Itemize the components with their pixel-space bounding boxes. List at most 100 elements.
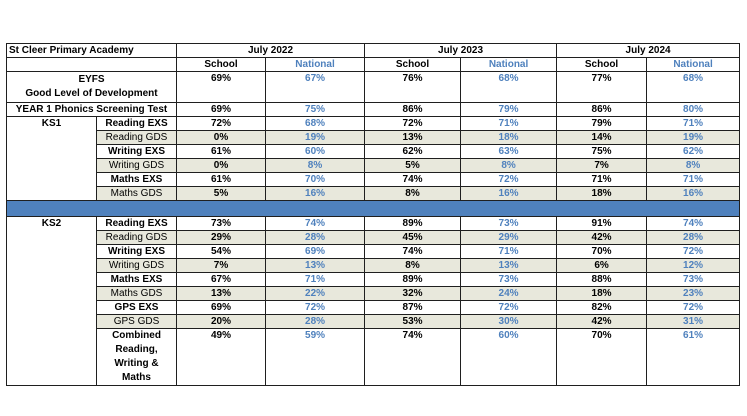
value-cell: 86% (364, 102, 462, 117)
national-header: National (460, 57, 558, 72)
value-cell: 72% (364, 116, 462, 131)
value-cell: 29% (460, 230, 558, 245)
table-row: Maths EXS 61% 70% 74% 72% 71% 71% (7, 172, 741, 187)
value-cell: 74% (265, 216, 366, 231)
value-cell: 69% (176, 300, 267, 315)
value-cell: 18% (556, 186, 648, 201)
value-cell: 73% (460, 272, 558, 287)
table-row: Maths GDS 13% 22% 32% 24% 18% 23% (7, 286, 741, 301)
value-cell: 63% (460, 144, 558, 159)
value-cell: 45% (364, 230, 462, 245)
value-cell: 70% (265, 172, 366, 187)
value-cell: 54% (176, 244, 267, 259)
blank-header-cell (5, 57, 178, 72)
value-cell: 61% (176, 172, 267, 187)
year-2022: July 2022 (176, 43, 366, 58)
value-cell: 18% (556, 286, 648, 301)
value-cell: 74% (364, 244, 462, 259)
value-cell: 72% (646, 244, 741, 259)
eyfs-title: EYFS (78, 74, 105, 85)
value-cell: 0% (176, 130, 267, 145)
stage-label: KS1 (6, 116, 97, 201)
combined-row: Combined Reading, Writing & Maths 49% 59% 7… (7, 328, 741, 386)
national-header: National (646, 57, 741, 72)
value-cell: 42% (556, 314, 648, 329)
value-cell: 12% (646, 258, 741, 273)
table-row: Maths EXS 67% 71% 89% 73% 88% 73% (7, 272, 741, 287)
value-cell: 13% (176, 286, 267, 301)
value-cell: 72% (646, 300, 741, 315)
value-cell: 74% (364, 172, 462, 187)
value-cell: 29% (176, 230, 267, 245)
table-row: GPS EXS 69% 72% 87% 72% 82% 72% (7, 300, 741, 315)
value-cell: 0% (176, 158, 267, 173)
separator-bar (5, 200, 741, 217)
measure-label: GPS EXS (95, 300, 178, 315)
year-2023: July 2023 (364, 43, 558, 58)
value-cell: 62% (364, 144, 462, 159)
value-cell: 72% (265, 300, 366, 315)
value-cell: 73% (646, 272, 741, 287)
value-cell: 80% (646, 102, 741, 117)
value-cell: 68% (265, 116, 366, 131)
value-cell: 13% (460, 258, 558, 273)
value-cell: 6% (556, 258, 648, 273)
measure-label: Reading EXS (95, 116, 178, 131)
results-table: St Cleer Primary Academy July 2022 July … (5, 43, 741, 386)
value-cell: 88% (556, 272, 648, 287)
value-cell: 24% (460, 286, 558, 301)
value-cell: 30% (460, 314, 558, 329)
phonics-row: YEAR 1 Phonics Screening Test 69% 75% 86… (5, 102, 741, 117)
table-row: KS1 Reading EXS 72% 68% 72% 71% 79% 71% (6, 116, 741, 201)
measure-label: Reading GDS (95, 130, 178, 145)
value-cell: 73% (176, 216, 267, 231)
combined-label: Combined Reading, Writing & Maths (95, 328, 178, 386)
value-cell: 79% (556, 116, 648, 131)
phonics-label: YEAR 1 Phonics Screening Test (5, 102, 178, 117)
separator-row (5, 200, 741, 217)
value-cell: 8% (364, 258, 462, 273)
eyfs-subtitle: Good Level of Development (25, 88, 158, 99)
value-cell: 5% (176, 186, 267, 201)
value-cell: 68% (460, 71, 558, 103)
value-cell: 67% (265, 71, 366, 103)
value-cell: 19% (646, 130, 741, 145)
table-row: Writing GDS 0% 8% 5% 8% 7% 8% (7, 158, 741, 173)
value-cell: 20% (176, 314, 267, 329)
value-cell: 13% (364, 130, 462, 145)
measure-label: Maths GDS (95, 186, 178, 201)
value-cell: 75% (265, 102, 366, 117)
value-cell: 7% (556, 158, 648, 173)
table-row: Writing EXS 54% 69% 74% 71% 70% 72% (7, 244, 741, 259)
value-cell: 72% (460, 300, 558, 315)
measure-label: Writing EXS (95, 144, 178, 159)
value-cell: 31% (646, 314, 741, 329)
value-cell: 32% (364, 286, 462, 301)
value-cell: 8% (460, 158, 558, 173)
value-cell: 19% (265, 130, 366, 145)
value-cell: 5% (364, 158, 462, 173)
table-row: KS2 Reading EXS 73% 74% 89% 73% 91% 74% (6, 216, 741, 386)
measure-label: Writing GDS (95, 258, 178, 273)
value-cell: 28% (646, 230, 741, 245)
value-cell: 89% (364, 272, 462, 287)
value-cell: 28% (265, 314, 366, 329)
value-cell: 75% (556, 144, 648, 159)
value-cell: 72% (176, 116, 267, 131)
value-cell: 42% (556, 230, 648, 245)
value-cell: 77% (556, 71, 648, 103)
measure-label: Maths EXS (95, 272, 178, 287)
value-cell: 87% (364, 300, 462, 315)
table-row: Writing GDS 7% 13% 8% 13% 6% 12% (7, 258, 741, 273)
value-cell: 16% (265, 186, 366, 201)
stage-label: KS2 (6, 216, 97, 386)
value-cell: 79% (460, 102, 558, 117)
value-cell: 53% (364, 314, 462, 329)
value-cell: 61% (646, 328, 741, 386)
value-cell: 71% (460, 244, 558, 259)
table-row: GPS GDS 20% 28% 53% 30% 42% 31% (7, 314, 741, 329)
table-row: Reading GDS 29% 28% 45% 29% 42% 28% (7, 230, 741, 245)
value-cell: 71% (556, 172, 648, 187)
value-cell: 70% (556, 244, 648, 259)
value-cell: 73% (460, 216, 558, 231)
